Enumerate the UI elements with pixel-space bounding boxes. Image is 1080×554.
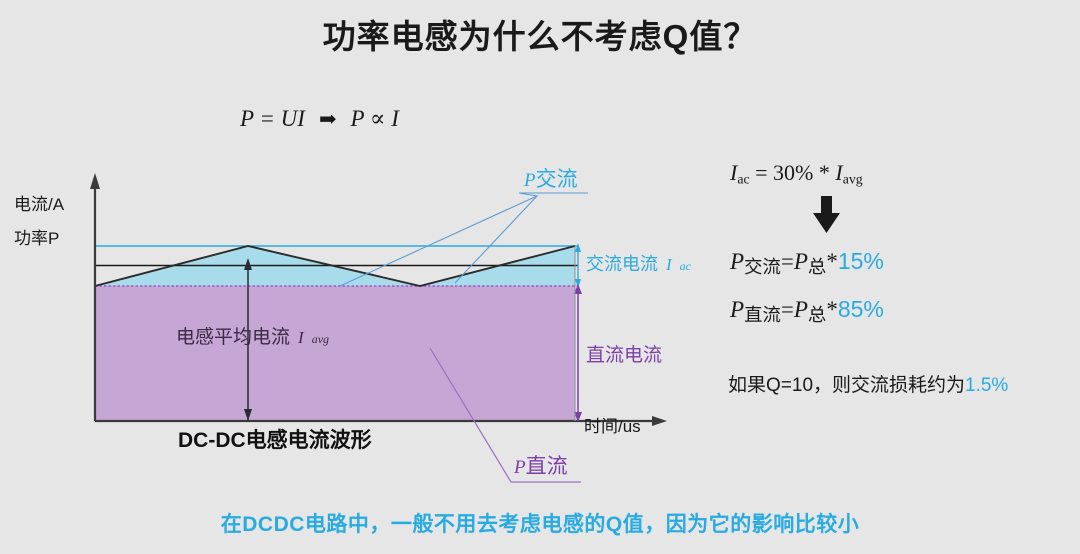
avg-arrow-up-icon	[244, 258, 252, 270]
pac-mul: *	[826, 249, 838, 274]
pac-cn2: 总	[807, 256, 827, 278]
power-formula: P = UI ➡ P ∝ I	[240, 106, 399, 132]
p-dc-label: P直流	[514, 450, 568, 480]
avg-current-text: 电感平均电流	[176, 327, 291, 348]
pdc-cn2: 总	[807, 304, 827, 326]
pac-p2: P	[793, 249, 808, 274]
iavg-symbol: I	[835, 160, 843, 185]
x-axis-arrow-icon	[652, 416, 667, 426]
pdc-cn: 直流	[744, 304, 781, 326]
pac-eq: =	[780, 249, 794, 274]
p-ac-label: P交流	[524, 163, 578, 193]
conclusion-banner: 在DCDC电路中，一般不用去考虑电感的Q值，因为它的影响比较小	[220, 513, 860, 536]
p-dc-symbol: P	[514, 457, 526, 478]
q-loss-note: 如果Q=10，则交流损耗约为1.5%	[728, 370, 1008, 397]
dc-arrow-up-icon	[574, 284, 582, 294]
chart-caption: DC-DC电感电流波形	[178, 429, 372, 452]
iac-subscript: ac	[737, 171, 750, 187]
triangular-current-waveform	[94, 245, 576, 287]
avg-current-symbol: I	[298, 328, 304, 347]
x-axis-label-time: 时间/us	[584, 417, 641, 436]
pdc-p2: P	[793, 297, 808, 322]
p-ac-symbol: P	[524, 170, 536, 191]
pac-cn: 交流	[744, 256, 781, 278]
pdc-p: P	[730, 297, 745, 322]
dc-current-area	[95, 286, 575, 421]
pac-percent: 15%	[837, 248, 884, 274]
avg-arrow-down-icon	[244, 409, 252, 421]
iac-equals: = 30% *	[749, 160, 836, 185]
pdc-percent: 85%	[837, 296, 884, 322]
pac-p: P	[730, 249, 745, 274]
down-arrow-icon	[813, 196, 840, 233]
avg-current-subscript: avg	[311, 332, 330, 346]
page-title: 功率电感为什么不考虑Q值？	[322, 18, 758, 55]
formula-p-dc: P直流=P总*85%	[730, 296, 884, 327]
formula-p-ac: P交流=P总*15%	[730, 248, 884, 279]
pdc-eq: =	[780, 297, 794, 322]
ac-ripple-area	[95, 246, 575, 286]
formula-iac: Iac = 30% * Iavg	[730, 160, 863, 187]
q-loss-note-value: 1.5%	[965, 375, 1009, 396]
iavg-subscript: avg	[842, 171, 863, 187]
dc-arrow-down-icon	[574, 412, 582, 422]
y-axis-arrow-icon	[90, 173, 100, 189]
q-loss-note-text: 如果Q=10，则交流损耗约为	[728, 375, 966, 396]
ac-arrow-up-icon	[575, 243, 581, 252]
iac-symbol: I	[730, 160, 738, 185]
ac-arrow-down-icon	[575, 279, 581, 288]
p-dc-cn: 直流	[525, 455, 568, 478]
p-ac-cn: 交流	[535, 168, 578, 191]
y-axis-label-power: 功率P	[14, 229, 60, 248]
dc-current-label: 直流电流	[586, 345, 663, 366]
ac-current-subscript: ac	[679, 259, 691, 273]
ac-current-symbol: I	[666, 255, 672, 274]
pdc-mul: *	[826, 297, 838, 322]
formula-p-prop-i: P ∝ I	[350, 106, 399, 131]
ac-current-text: 交流电流	[586, 254, 658, 274]
y-axis-label-current: 电流/A	[14, 195, 65, 214]
right-arrow-icon: ➡	[318, 107, 337, 131]
formula-p-equals-ui: P = UI	[240, 106, 305, 131]
p-dc-leader-line	[429, 347, 581, 483]
p-ac-leader-line-2	[454, 195, 538, 284]
